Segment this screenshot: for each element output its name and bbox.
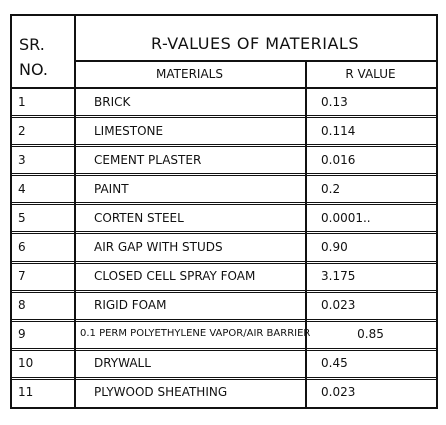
cell-text: BRICK bbox=[94, 94, 131, 109]
border bbox=[10, 407, 436, 409]
column-header: R VALUE bbox=[345, 67, 396, 81]
cell-text: 0.016 bbox=[321, 152, 356, 167]
border bbox=[10, 262, 436, 264]
border bbox=[10, 378, 436, 380]
cell-text: AIR GAP WITH STUDS bbox=[94, 240, 223, 254]
border bbox=[10, 349, 436, 351]
cell-text: 0.114 bbox=[321, 123, 356, 138]
cell-text: PAINT bbox=[94, 181, 129, 196]
border bbox=[10, 376, 436, 378]
cell-text: RIGID FOAM bbox=[94, 298, 167, 313]
cell-text: DRYWALL bbox=[94, 356, 151, 371]
border bbox=[10, 318, 436, 320]
cell-text: 0.0001.. bbox=[321, 210, 371, 225]
border bbox=[10, 289, 436, 291]
cell-text: 0.90 bbox=[321, 240, 348, 254]
cell-text: 2 bbox=[18, 123, 26, 138]
cell-text: 4 bbox=[18, 181, 26, 196]
cell-text: 11 bbox=[18, 385, 34, 400]
column-header: MATERIALS bbox=[156, 67, 223, 81]
border bbox=[10, 146, 436, 148]
cell-text: 0.85 bbox=[357, 327, 384, 342]
border bbox=[10, 115, 436, 117]
border bbox=[10, 320, 436, 322]
cell-text: 5 bbox=[18, 210, 26, 225]
cell-text: 3 bbox=[18, 152, 26, 167]
border bbox=[10, 347, 436, 349]
cell-text: 0.1 PERM POLYETHYLENE VAPOR/AIR BARRIER bbox=[80, 328, 311, 340]
cell-text: CEMENT PLASTER bbox=[94, 152, 202, 167]
cell-text: 9 bbox=[18, 327, 26, 342]
cell-text: 8 bbox=[18, 298, 26, 313]
cell-text: PLYWOOD SHEATHING bbox=[94, 385, 228, 400]
border bbox=[10, 117, 436, 119]
cell-text: 0.2 bbox=[321, 181, 341, 196]
cell-text: 10 bbox=[18, 356, 34, 371]
border bbox=[10, 175, 436, 177]
cell-text: CLOSED CELL SPRAY FOAM bbox=[94, 269, 256, 284]
table-title: R-VALUES OF MATERIALS bbox=[151, 34, 359, 53]
cell-text: 1 bbox=[18, 94, 26, 109]
border bbox=[10, 233, 436, 235]
border bbox=[10, 173, 436, 175]
border bbox=[10, 87, 436, 89]
cell-text: 0.023 bbox=[321, 298, 356, 313]
cell-text: 7 bbox=[18, 269, 26, 284]
border bbox=[436, 14, 438, 409]
sr-label: SR. bbox=[19, 35, 45, 54]
cell-text: LIMESTONE bbox=[94, 123, 164, 138]
border bbox=[10, 144, 436, 146]
border bbox=[10, 204, 436, 206]
cell-text: 0.023 bbox=[321, 385, 356, 400]
border bbox=[10, 231, 436, 233]
border bbox=[10, 260, 436, 262]
no-label: NO. bbox=[19, 60, 48, 79]
border bbox=[10, 14, 12, 407]
cell-text: 0.13 bbox=[321, 94, 348, 109]
border bbox=[74, 14, 76, 407]
cell-text: 0.45 bbox=[321, 356, 348, 371]
border bbox=[74, 60, 436, 62]
cell-text: CORTEN STEEL bbox=[94, 210, 184, 225]
cell-text: 6 bbox=[18, 240, 26, 254]
cell-text: 3.175 bbox=[321, 269, 356, 284]
border bbox=[10, 202, 436, 204]
border bbox=[10, 291, 436, 293]
border bbox=[10, 14, 436, 16]
